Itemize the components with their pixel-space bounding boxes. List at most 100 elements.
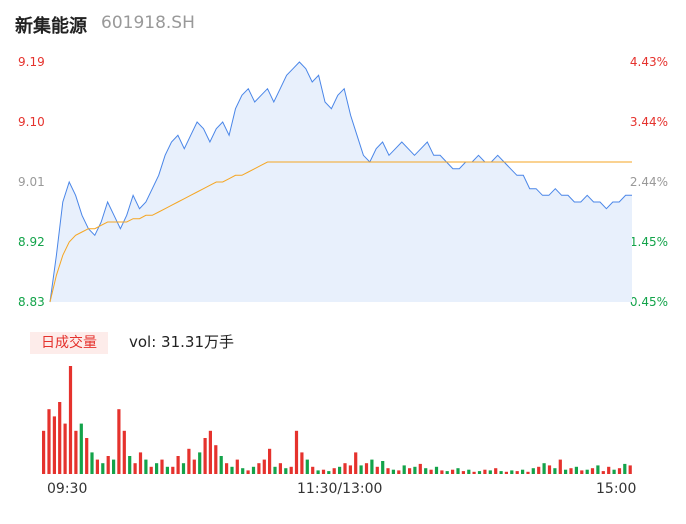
volume-bar	[461, 471, 465, 474]
volume-bar	[300, 452, 304, 474]
volume-bar	[467, 469, 471, 474]
volume-bar	[122, 430, 126, 474]
volume-bars	[42, 366, 632, 474]
time-label-close: 15:00	[596, 481, 637, 497]
volume-bar	[601, 471, 605, 474]
volume-bar	[246, 470, 250, 474]
volume-bar	[338, 466, 342, 474]
volume-bar	[155, 463, 159, 474]
volume-tag: 日成交量	[30, 332, 108, 354]
volume-bar	[553, 468, 557, 474]
volume-bar	[617, 468, 622, 474]
volume-bar	[79, 423, 83, 474]
volume-bar	[42, 430, 46, 474]
volume-bar	[434, 466, 439, 474]
volume-bar	[52, 416, 56, 474]
volume-bar	[375, 466, 379, 474]
volume-bar	[58, 402, 62, 474]
volume-bar	[596, 465, 600, 474]
volume-bar	[515, 471, 519, 474]
volume-bar	[74, 430, 78, 474]
volume-bar	[198, 452, 202, 474]
volume-bar	[68, 366, 73, 474]
volume-bar	[472, 471, 476, 474]
volume-bar	[305, 459, 309, 474]
volume-bar	[564, 469, 568, 474]
time-label-open: 09:30	[47, 481, 88, 497]
volume-bar	[176, 456, 180, 474]
volume-bar	[149, 466, 153, 474]
volume-bar	[235, 459, 239, 474]
volume-bar	[547, 465, 552, 474]
volume-bar	[364, 463, 369, 474]
volume-bar	[477, 471, 482, 474]
left-tick-0: 9.19	[18, 55, 45, 69]
volume-bar	[289, 466, 293, 474]
volume-bar	[440, 470, 444, 474]
volume-bar	[327, 471, 331, 474]
volume-bar	[499, 471, 503, 474]
volume-bar	[521, 469, 525, 474]
volume-bar	[117, 409, 121, 474]
volume-bar	[203, 438, 207, 474]
volume-bar	[391, 469, 395, 474]
volume-bar	[483, 469, 487, 474]
right-tick-1: 3.44%	[629, 115, 668, 129]
volume-bar	[381, 461, 385, 474]
volume-bar	[386, 468, 390, 474]
volume-bar	[171, 466, 175, 474]
right-tick-0: 4.43%	[629, 55, 668, 69]
volume-bar	[294, 430, 299, 474]
volume-bar	[397, 470, 401, 474]
volume-bar	[510, 470, 514, 474]
volume-bar	[537, 466, 541, 474]
stock-code: 601918.SH	[101, 13, 195, 33]
volume-bar	[628, 465, 632, 474]
volume-bar	[165, 466, 169, 474]
volume-total: vol: 31.31万手	[129, 333, 234, 351]
volume-bar	[585, 469, 589, 474]
volume-bar	[112, 459, 116, 474]
volume-bar	[413, 466, 417, 474]
volume-bar	[542, 463, 546, 474]
volume-bar	[128, 456, 132, 474]
volume-bar	[574, 466, 578, 474]
volume-bar	[488, 470, 492, 474]
volume-bar	[408, 468, 412, 474]
volume-bar	[262, 459, 266, 474]
volume-bar	[429, 469, 433, 474]
volume-bar	[138, 452, 143, 474]
volume-bar	[106, 456, 110, 474]
volume-bar	[208, 430, 212, 474]
volume-bar	[558, 459, 562, 474]
volume-bar	[451, 469, 455, 474]
volume-bar	[101, 463, 105, 474]
volume-bar	[359, 465, 363, 474]
volume-bar	[273, 466, 277, 474]
volume-bar	[278, 463, 282, 474]
volume-bar	[612, 469, 616, 474]
volume-bar	[316, 470, 320, 474]
volume-bar	[569, 468, 573, 474]
volume-bar	[494, 468, 498, 474]
volume-bar	[531, 468, 535, 474]
volume-bar	[90, 452, 94, 474]
volume-bar	[311, 466, 315, 474]
volume-bar	[133, 463, 137, 474]
volume-bar	[526, 471, 530, 474]
left-tick-3: 8.92	[18, 235, 45, 249]
volume-bar	[251, 466, 256, 474]
time-label-midday: 11:30/13:00	[297, 481, 383, 497]
volume-bar	[370, 459, 374, 474]
volume-bar	[590, 468, 595, 474]
volume-bar	[445, 471, 449, 474]
volume-bar	[241, 468, 245, 474]
volume-bar	[230, 466, 234, 474]
volume-bar	[187, 448, 191, 474]
right-tick-4: 0.45%	[629, 295, 668, 309]
volume-bar	[160, 459, 164, 474]
volume-bar	[95, 459, 99, 474]
volume-bar	[85, 438, 89, 474]
volume-bar	[47, 409, 51, 474]
stock-name: 新集能源	[15, 16, 87, 37]
